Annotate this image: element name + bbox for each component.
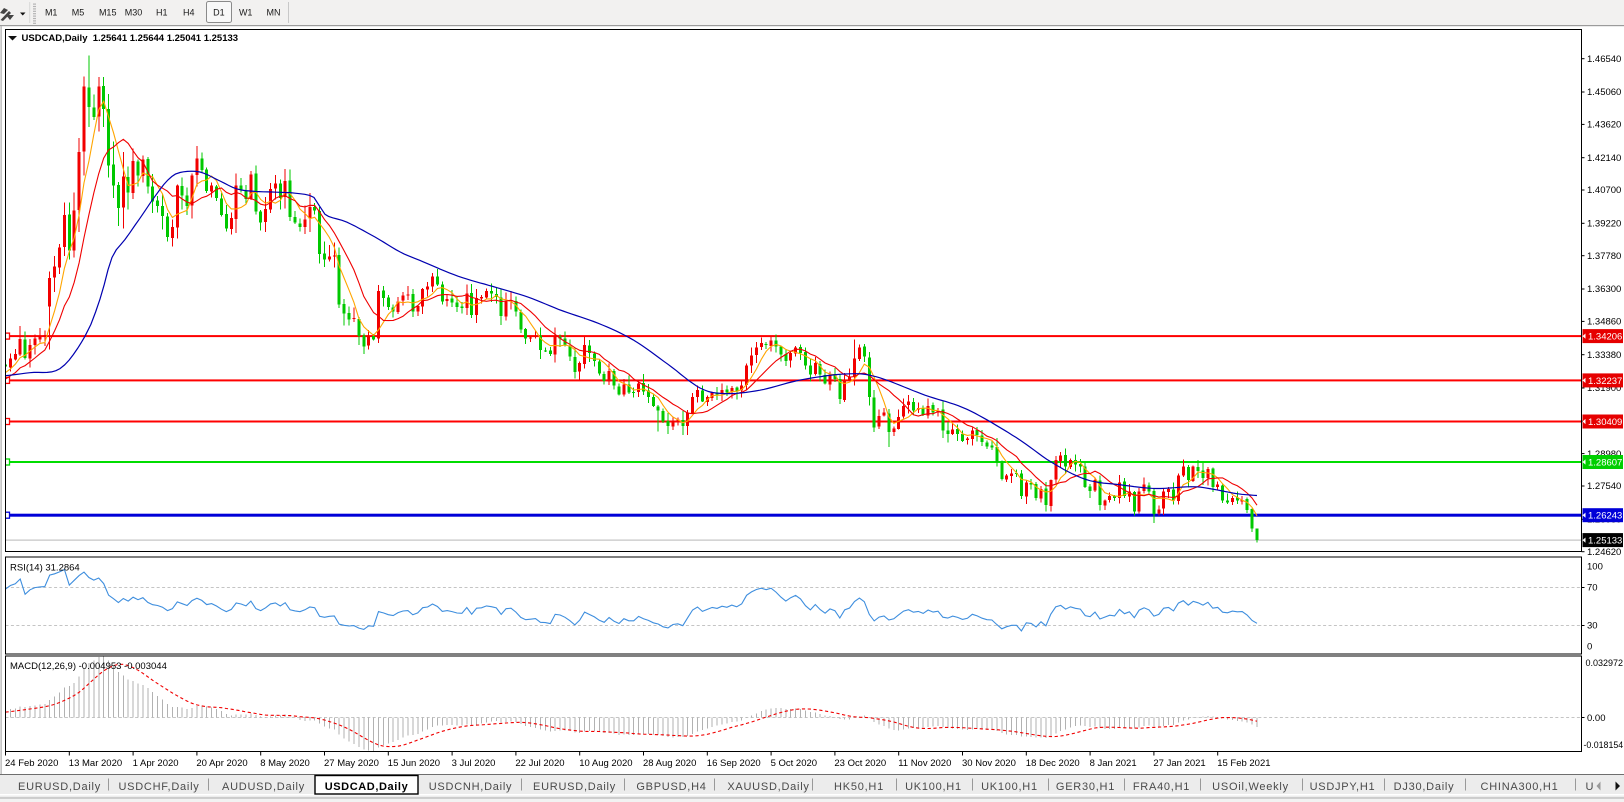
svg-text:-0.018154: -0.018154	[1584, 740, 1624, 750]
svg-text:M15: M15	[99, 8, 117, 18]
svg-text:M5: M5	[72, 8, 85, 18]
svg-text:27 Jan 2021: 27 Jan 2021	[1153, 758, 1205, 769]
svg-text:1.24620: 1.24620	[1587, 547, 1621, 558]
svg-text:1.43620: 1.43620	[1587, 120, 1621, 131]
svg-text:0: 0	[1587, 642, 1592, 653]
svg-text:GER30,H1: GER30,H1	[1056, 781, 1115, 793]
svg-text:EURUSD,Daily: EURUSD,Daily	[18, 781, 101, 793]
svg-text:28 Aug 2020: 28 Aug 2020	[643, 758, 696, 769]
svg-text:30 Nov 2020: 30 Nov 2020	[962, 758, 1016, 769]
svg-text:18 Dec 2020: 18 Dec 2020	[1026, 758, 1080, 769]
svg-text:UK100,H1: UK100,H1	[981, 781, 1038, 793]
svg-text:1.30409: 1.30409	[1588, 417, 1622, 428]
svg-text:M30: M30	[125, 8, 143, 18]
svg-text:HK50,H1: HK50,H1	[834, 781, 884, 793]
svg-text:H4: H4	[183, 8, 195, 18]
svg-text:1.33380: 1.33380	[1587, 350, 1621, 361]
svg-text:23 Oct 2020: 23 Oct 2020	[834, 758, 886, 769]
svg-text:W1: W1	[239, 8, 253, 18]
svg-text:1.37780: 1.37780	[1587, 251, 1621, 262]
svg-text:UK100,H1: UK100,H1	[905, 781, 962, 793]
svg-text:1.39220: 1.39220	[1587, 219, 1621, 230]
svg-text:8 Jan 2021: 8 Jan 2021	[1090, 758, 1137, 769]
svg-text:AUDUSD,Daily: AUDUSD,Daily	[222, 781, 305, 793]
svg-text:USOil,Weekly: USOil,Weekly	[1212, 781, 1289, 793]
svg-text:USDCHF,Daily: USDCHF,Daily	[118, 781, 199, 793]
svg-text:1.40700: 1.40700	[1587, 185, 1621, 196]
svg-text:1.31900: 1.31900	[1587, 383, 1621, 394]
svg-text:RSI(14) 31.2864: RSI(14) 31.2864	[10, 563, 80, 574]
svg-text:30: 30	[1587, 621, 1598, 632]
svg-text:1.45060: 1.45060	[1587, 87, 1621, 98]
svg-text:24 Feb 2020: 24 Feb 2020	[5, 758, 58, 769]
svg-text:D1: D1	[213, 8, 225, 18]
svg-text:CHINA300,H1: CHINA300,H1	[1481, 781, 1559, 793]
svg-text:DJ30,Daily: DJ30,Daily	[1394, 781, 1455, 793]
svg-text:20 Apr 2020: 20 Apr 2020	[196, 758, 247, 769]
svg-text:1.27540: 1.27540	[1587, 481, 1621, 492]
svg-text:8 May 2020: 8 May 2020	[260, 758, 310, 769]
svg-text:22 Jul 2020: 22 Jul 2020	[515, 758, 564, 769]
svg-text:USDX,Daily: USDX,Daily	[1586, 781, 1624, 793]
svg-text:70: 70	[1587, 583, 1598, 594]
svg-text:USDCAD,Daily: USDCAD,Daily	[325, 781, 409, 793]
svg-text:1.28980: 1.28980	[1587, 449, 1621, 460]
svg-text:1.46540: 1.46540	[1587, 54, 1621, 65]
svg-text:15 Jun 2020: 15 Jun 2020	[388, 758, 440, 769]
svg-text:1.34206: 1.34206	[1588, 332, 1622, 343]
svg-text:1.28607: 1.28607	[1588, 457, 1622, 468]
svg-text:1.34860: 1.34860	[1587, 317, 1621, 328]
svg-text:1.36300: 1.36300	[1587, 284, 1621, 295]
svg-text:USDJPY,H1: USDJPY,H1	[1310, 781, 1376, 793]
svg-text:10 Aug 2020: 10 Aug 2020	[579, 758, 632, 769]
svg-text:XAUUSD,Daily: XAUUSD,Daily	[727, 781, 809, 793]
svg-text:USDCAD,Daily 1.25641 1.25644: USDCAD,Daily 1.25641 1.25644 1.25041 1.2…	[22, 33, 239, 44]
svg-text:1 Apr 2020: 1 Apr 2020	[133, 758, 179, 769]
svg-text:GBPUSD,H4: GBPUSD,H4	[636, 781, 706, 793]
svg-text:1.42140: 1.42140	[1587, 153, 1621, 164]
svg-text:H1: H1	[156, 8, 168, 18]
svg-text:EURUSD,Daily: EURUSD,Daily	[533, 781, 616, 793]
svg-text:3 Jul 2020: 3 Jul 2020	[452, 758, 496, 769]
svg-text:0.00: 0.00	[1587, 713, 1606, 724]
svg-text:MACD(12,26,9) -0.004953 -0.003: MACD(12,26,9) -0.004953 -0.003044	[10, 661, 167, 672]
svg-text:USDCNH,Daily: USDCNH,Daily	[429, 781, 513, 793]
svg-text:1.25133: 1.25133	[1588, 536, 1622, 547]
svg-text:MN: MN	[267, 8, 281, 18]
svg-text:M1: M1	[45, 8, 58, 18]
svg-text:15 Feb 2021: 15 Feb 2021	[1217, 758, 1270, 769]
svg-text:27 May 2020: 27 May 2020	[324, 758, 379, 769]
svg-text:5 Oct 2020: 5 Oct 2020	[771, 758, 817, 769]
svg-text:FRA40,H1: FRA40,H1	[1133, 781, 1190, 793]
svg-text:0.032972: 0.032972	[1586, 658, 1624, 668]
svg-text:100: 100	[1587, 562, 1603, 573]
svg-text:11 Nov 2020: 11 Nov 2020	[898, 758, 951, 769]
svg-text:13 Mar 2020: 13 Mar 2020	[69, 758, 122, 769]
svg-text:1.26243: 1.26243	[1588, 511, 1622, 522]
svg-text:16 Sep 2020: 16 Sep 2020	[707, 758, 761, 769]
svg-text:1.32237: 1.32237	[1588, 376, 1622, 387]
